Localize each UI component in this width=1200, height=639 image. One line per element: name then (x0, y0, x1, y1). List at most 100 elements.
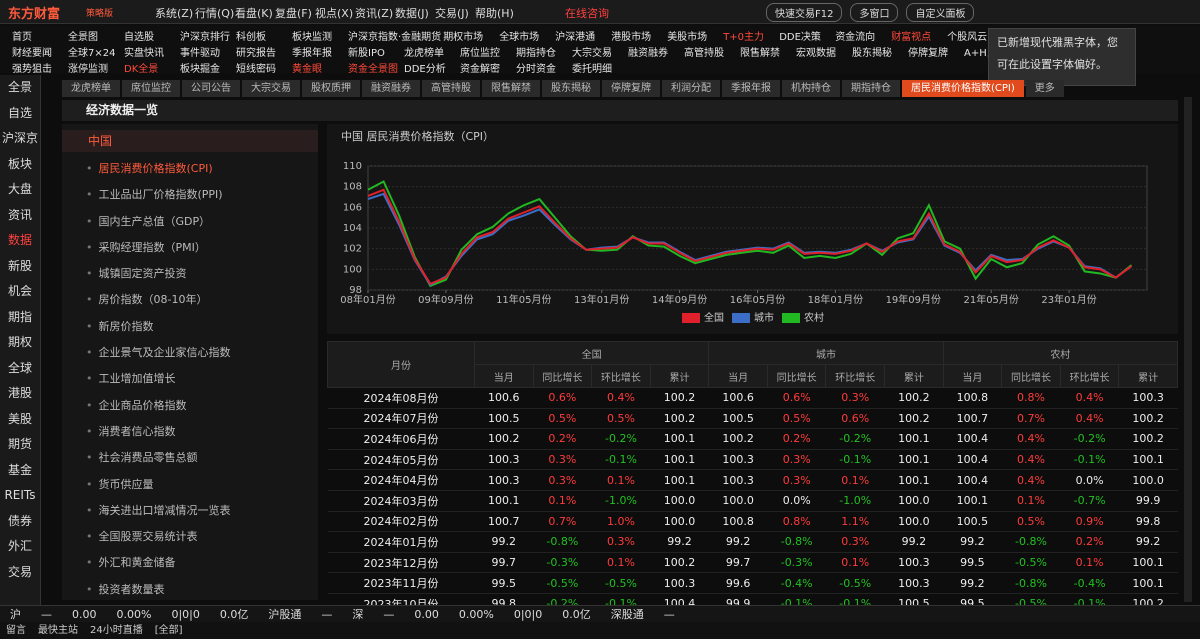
sidebar-item[interactable]: 美股 (7, 411, 32, 426)
toolbar-item[interactable]: 沪深京指数·金融期货 (348, 32, 442, 43)
indicator-item[interactable]: 新房价指数 (62, 314, 231, 340)
tab[interactable]: 停牌复牌 (602, 80, 660, 97)
toolbar-item[interactable]: 资金解密 (460, 64, 500, 75)
toolbar-item[interactable]: 席位监控 (460, 48, 500, 59)
sidebar-item[interactable]: 全景 (7, 80, 32, 94)
title-button[interactable]: 多窗口 (850, 3, 899, 22)
bottom-item[interactable]: 留言 (6, 625, 26, 636)
indicator-item[interactable]: 工业增加值增长 (62, 366, 231, 392)
indicator-item[interactable]: 海关进出口增减情况一览表 (62, 498, 231, 524)
toolbar-item[interactable]: A+H比价 (964, 48, 1007, 59)
sidebar-item[interactable]: 全球 (7, 360, 32, 375)
toolbar-item[interactable]: DDE分析 (404, 64, 446, 75)
tab[interactable]: 股权质押 (302, 80, 360, 97)
indicator-item[interactable]: 企业商品价格指数 (62, 393, 231, 419)
toolbar-item[interactable]: 板块监测 (292, 32, 332, 43)
indicator-item[interactable]: 企业景气及企业家信心指数 (62, 340, 231, 366)
sidebar-item[interactable]: 板块 (7, 156, 32, 171)
toolbar-item[interactable]: 高管持股 (684, 48, 724, 59)
tab[interactable]: 期指持仓 (842, 80, 900, 97)
tab[interactable]: 大宗交易 (242, 80, 300, 97)
tab[interactable]: 限售解禁 (482, 80, 540, 97)
indicator-item[interactable]: 居民消费价格指数(CPI) (62, 156, 231, 182)
toolbar-item[interactable]: 新股IPO (348, 48, 385, 59)
title-button[interactable]: 自定义面板 (906, 3, 975, 22)
tab[interactable]: 龙虎榜单 (62, 80, 120, 97)
toolbar-item[interactable]: 限售解禁 (740, 48, 780, 59)
logo[interactable]: 东方财富 (8, 7, 61, 22)
menu-item[interactable]: 复盘(F) (275, 7, 312, 20)
menu-item[interactable]: 看盘(K) (235, 7, 273, 20)
toolbar-item[interactable]: 期指持仓 (516, 48, 556, 59)
tab[interactable]: 利润分配 (662, 80, 720, 97)
toolbar-item[interactable]: 全球市场 (499, 32, 540, 43)
sidebar-item[interactable]: 数据 (7, 233, 32, 247)
bottom-item[interactable]: 最快主站 (38, 625, 78, 636)
toolbar-item[interactable]: T+0主力 (723, 32, 765, 43)
sidebar-item[interactable]: 大盘 (7, 182, 32, 196)
sidebar-item[interactable]: 债券 (7, 513, 32, 528)
sidebar-item[interactable]: 基金 (7, 462, 32, 477)
sidebar-item[interactable]: 资讯 (7, 207, 32, 222)
sidebar-item[interactable]: REITs (4, 488, 36, 502)
toolbar-item[interactable]: 沪深京排行 (180, 32, 230, 43)
toolbar-item[interactable]: 停牌复牌 (908, 48, 948, 59)
sidebar-item[interactable]: 自选 (7, 105, 32, 120)
sidebar-item[interactable]: 交易 (7, 564, 32, 579)
toolbar-item[interactable]: 黄金眼 (292, 64, 322, 75)
indicator-item[interactable]: 投资者数量表 (62, 577, 231, 603)
toolbar-item[interactable]: 港股市场 (611, 32, 652, 43)
indicator-item[interactable]: 工业品出厂价格指数(PPI) (62, 182, 231, 208)
sidebar-item[interactable]: 港股 (7, 386, 32, 400)
tab[interactable]: 季报年报 (722, 80, 780, 97)
toolbar-item[interactable]: 首页 (12, 32, 32, 43)
toolbar-item[interactable]: 龙虎榜单 (404, 48, 444, 59)
toolbar-item[interactable]: 财经要闻 (12, 48, 52, 59)
toolbar-item[interactable]: 股东揭秘 (852, 48, 892, 59)
indicator-item[interactable]: 采购经理指数（PMI） (62, 235, 231, 261)
indicator-item[interactable]: 国内生产总值（GDP） (62, 209, 231, 235)
indicator-item[interactable]: 外汇和黄金储备 (62, 550, 231, 576)
scrollbar[interactable] (1184, 97, 1192, 602)
toolbar-item[interactable]: 自选股 (124, 32, 154, 43)
toolbar-item[interactable]: 美股市场 (667, 32, 708, 43)
tab[interactable]: 席位监控 (122, 80, 180, 97)
indicator-item[interactable]: 全国股票交易统计表 (62, 524, 231, 550)
sidebar-item[interactable]: 机会 (7, 284, 32, 298)
sidebar-item[interactable]: 外汇 (7, 539, 32, 553)
sidebar-item[interactable]: 期货 (7, 437, 32, 451)
toolbar-item[interactable]: 涨停监测 (68, 64, 108, 75)
country-header[interactable]: 中国 (62, 130, 318, 152)
toolbar-item[interactable]: 短线密码 (236, 64, 276, 75)
menu-item[interactable]: 资讯(Z) (355, 7, 394, 20)
toolbar-item[interactable]: 财富视点 (891, 32, 932, 43)
toolbar-item[interactable]: 资金全景图 (348, 64, 398, 75)
toolbar-item[interactable]: 大宗交易 (572, 48, 612, 59)
sidebar-item[interactable]: 沪深京 (1, 131, 38, 145)
toolbar-item[interactable]: 委托明细 (572, 64, 612, 75)
indicator-item[interactable]: 城镇固定资产投资 (62, 261, 231, 287)
menu-item[interactable]: 视点(X) (315, 7, 354, 20)
toolbar-item[interactable]: 资金流向 (835, 32, 876, 43)
toolbar-item[interactable]: 实盘快讯 (124, 48, 164, 59)
tab[interactable]: 机构持仓 (782, 80, 840, 97)
toolbar-item[interactable]: 全球7×24 (68, 48, 116, 59)
toolbar-item[interactable]: 强势狙击 (12, 64, 52, 75)
sidebar-item[interactable]: 期权 (7, 335, 32, 349)
tab[interactable]: 股东揭秘 (542, 80, 600, 97)
menu-item[interactable]: 行情(Q) (195, 7, 235, 20)
menu-item[interactable]: 数据(J) (395, 7, 429, 20)
toolbar-item[interactable]: 沪深港通 (555, 32, 596, 43)
toolbar-item[interactable]: 事件驱动 (180, 48, 220, 59)
menu-item[interactable]: 系统(Z) (155, 7, 194, 20)
bottom-item[interactable]: [全部] (154, 625, 183, 636)
toolbar-item[interactable]: 宏观数据 (796, 48, 836, 59)
toolbar-item[interactable]: 研究报告 (236, 48, 276, 59)
indicator-item[interactable]: 货币供应量 (62, 472, 231, 498)
tab[interactable]: 公司公告 (182, 80, 240, 97)
indicator-item[interactable]: 社会消费品零售总额 (62, 445, 231, 471)
bottom-item[interactable]: 24小时直播 (90, 625, 143, 636)
toolbar-item[interactable]: 期权市场 (443, 32, 484, 43)
tab[interactable]: 高管持股 (422, 80, 480, 97)
title-button[interactable]: 快速交易F12 (766, 3, 843, 22)
